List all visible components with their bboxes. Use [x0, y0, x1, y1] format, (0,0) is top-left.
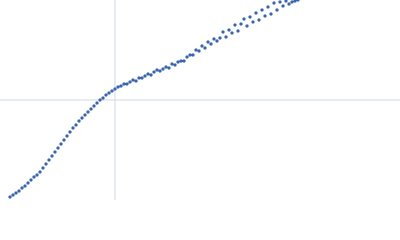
data-point: [194, 48, 198, 52]
data-point: [41, 166, 45, 170]
data-point: [92, 104, 96, 108]
data-point: [44, 162, 48, 166]
data-point: [95, 101, 99, 105]
data-point: [56, 146, 60, 150]
data-point: [131, 78, 135, 82]
data-point: [191, 53, 195, 57]
data-point: [251, 20, 255, 24]
data-point: [20, 186, 24, 190]
data-point: [68, 130, 72, 134]
data-point: [239, 22, 243, 26]
data-point: [149, 73, 153, 77]
data-point: [134, 79, 138, 83]
data-point: [260, 8, 264, 12]
data-point: [206, 40, 210, 44]
data-point: [266, 5, 270, 9]
data-point: [290, 0, 294, 4]
data-point: [155, 68, 159, 72]
data-point: [65, 134, 69, 138]
data-point: [23, 184, 27, 188]
data-point: [143, 74, 147, 78]
data-point: [47, 158, 51, 162]
data-point: [50, 154, 54, 158]
data-point: [257, 18, 261, 22]
data-point: [11, 193, 15, 197]
data-point: [263, 14, 267, 18]
data-point: [161, 67, 165, 71]
data-point: [119, 84, 123, 88]
data-point: [8, 195, 12, 199]
data-point: [287, 2, 291, 6]
data-point: [116, 85, 120, 89]
data-point: [275, 8, 279, 12]
data-point: [230, 31, 234, 35]
data-point: [104, 93, 108, 97]
data-point: [293, 0, 297, 3]
data-point: [245, 24, 249, 28]
data-point: [281, 4, 285, 8]
data-point: [80, 116, 84, 120]
data-point: [173, 63, 177, 67]
data-point: [89, 107, 93, 111]
data-point: [59, 142, 63, 146]
data-point: [137, 76, 141, 80]
data-point: [74, 123, 78, 127]
data-point: [221, 30, 225, 34]
data-point: [188, 53, 192, 57]
data-point: [209, 42, 213, 46]
data-point: [278, 0, 282, 4]
data-point: [200, 44, 204, 48]
data-point: [38, 170, 42, 174]
data-point: [53, 150, 57, 154]
data-point: [83, 113, 87, 117]
data-point: [215, 39, 219, 43]
data-point: [29, 178, 33, 182]
data-point: [17, 189, 21, 193]
data-point: [35, 173, 39, 177]
data-point: [179, 59, 183, 63]
data-point: [233, 23, 237, 27]
data-point: [248, 15, 252, 19]
data-point: [101, 96, 105, 100]
data-point: [146, 72, 150, 76]
data-point: [227, 28, 231, 32]
data-point: [185, 55, 189, 59]
data-point: [212, 37, 216, 41]
data-point: [167, 66, 171, 70]
data-point: [284, 0, 288, 3]
data-point: [113, 87, 117, 91]
data-point: [26, 181, 30, 185]
data-point: [86, 110, 90, 114]
data-point: [254, 11, 258, 15]
data-point: [269, 12, 273, 16]
data-point: [71, 126, 75, 130]
data-point: [218, 36, 222, 40]
data-point: [77, 119, 81, 123]
data-point: [14, 191, 18, 195]
data-point: [158, 69, 162, 73]
data-point: [140, 76, 144, 80]
data-point: [272, 1, 276, 5]
data-point: [122, 82, 126, 86]
data-point: [125, 82, 129, 86]
data-point: [98, 98, 102, 102]
data-point: [152, 70, 156, 74]
data-point: [236, 29, 240, 33]
data-point: [182, 59, 186, 63]
data-point: [107, 91, 111, 95]
data-point: [203, 46, 207, 50]
data-point: [110, 89, 114, 93]
data-point: [32, 175, 36, 179]
data-point: [242, 17, 246, 21]
data-point: [170, 62, 174, 66]
data-point: [197, 49, 201, 53]
data-point: [62, 138, 66, 142]
data-point: [128, 80, 132, 84]
chart: [0, 0, 400, 200]
data-point: [164, 65, 168, 69]
data-point: [176, 60, 180, 64]
data-point: [296, 0, 300, 2]
data-point: [224, 35, 228, 39]
